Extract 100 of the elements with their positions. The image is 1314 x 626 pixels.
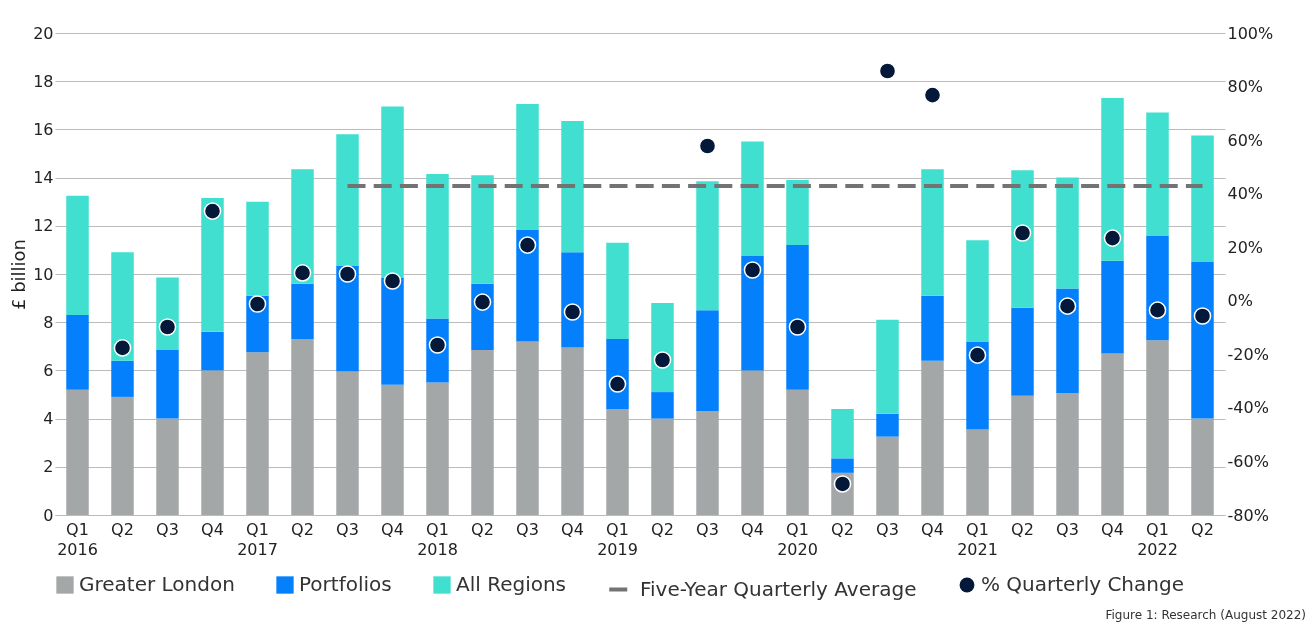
bar xyxy=(381,106,404,278)
x-tick-label: Q4 xyxy=(201,519,224,539)
y-tick-label: 0 xyxy=(43,505,54,525)
bar xyxy=(471,175,494,284)
bar xyxy=(516,104,539,230)
bar xyxy=(741,370,764,515)
point xyxy=(383,272,402,290)
x-tick-label: Q4 xyxy=(1101,519,1124,539)
point xyxy=(1058,297,1077,315)
bar xyxy=(786,180,809,246)
bar xyxy=(291,283,314,340)
point xyxy=(1193,307,1212,325)
bar xyxy=(66,195,89,315)
bar xyxy=(876,413,899,437)
y-tick-label: 8 xyxy=(43,312,54,332)
x-tick-label: Q4 xyxy=(741,519,764,539)
x-tick-label: Q1 2017 xyxy=(237,519,278,559)
legend-label: Greater London xyxy=(79,572,235,596)
bar xyxy=(921,360,944,515)
x-tick-label: Q2 xyxy=(291,519,314,539)
point xyxy=(338,265,357,283)
bar xyxy=(516,341,539,515)
y2-tick-label: 0% xyxy=(1227,291,1253,311)
bar xyxy=(606,408,629,515)
point xyxy=(563,303,582,321)
point xyxy=(1103,229,1122,247)
bar xyxy=(111,360,134,397)
x-tick-label: Q1 2018 xyxy=(417,519,458,559)
bar xyxy=(786,245,809,390)
point xyxy=(878,62,897,80)
bar xyxy=(966,429,989,515)
y2-tick-label: 40% xyxy=(1227,184,1264,204)
y2-tick-label: 100% xyxy=(1227,23,1274,43)
bar xyxy=(201,370,224,515)
bar xyxy=(696,310,719,412)
bar xyxy=(1101,98,1124,261)
x-tick-label: Q4 xyxy=(921,519,944,539)
y-tick-label: 10 xyxy=(33,264,54,284)
bar xyxy=(921,295,944,361)
bar xyxy=(291,339,314,515)
point xyxy=(788,318,807,336)
bar xyxy=(1011,170,1034,308)
bar xyxy=(516,229,539,342)
x-tick-label: Q3 xyxy=(336,519,359,539)
bar xyxy=(336,134,359,266)
bar xyxy=(606,242,629,340)
bar xyxy=(1011,307,1034,396)
x-tick-label: Q2 xyxy=(1191,519,1214,539)
x-tick-label: Q1 2021 xyxy=(957,519,998,559)
y-tick-label: 18 xyxy=(33,71,54,91)
point xyxy=(653,351,672,369)
bar xyxy=(921,169,944,296)
x-tick-label: Q3 xyxy=(876,519,899,539)
bar xyxy=(1056,288,1079,394)
y-tick-label: 2 xyxy=(43,457,54,477)
x-tick-label: Q3 xyxy=(696,519,719,539)
bar xyxy=(1191,418,1214,515)
bar xyxy=(381,384,404,515)
bar xyxy=(66,314,89,390)
x-tick-label: Q2 xyxy=(651,519,674,539)
y2-tick-label: 80% xyxy=(1227,77,1264,97)
point xyxy=(698,137,717,155)
bar xyxy=(381,277,404,385)
bar xyxy=(786,389,809,515)
x-tick-label: Q2 xyxy=(111,519,134,539)
bar xyxy=(1011,395,1034,515)
bar xyxy=(471,349,494,515)
bar xyxy=(696,411,719,515)
y2-tick-label: -80% xyxy=(1227,505,1269,525)
y-tick-label: 12 xyxy=(33,216,54,236)
bar xyxy=(1146,112,1169,236)
x-tick-label: Q3 xyxy=(156,519,179,539)
bar xyxy=(831,408,854,459)
bar xyxy=(1101,353,1124,515)
point xyxy=(473,293,492,311)
bar xyxy=(831,458,854,473)
y-tick-label: 16 xyxy=(33,119,54,139)
x-tick-label: Q3 xyxy=(516,519,539,539)
point xyxy=(293,264,312,282)
legend-label: % Quarterly Change xyxy=(981,572,1184,596)
x-tick-label: Q1 2022 xyxy=(1137,519,1178,559)
bar xyxy=(966,240,989,342)
bar xyxy=(246,352,269,515)
legend-label: Five-Year Quarterly Average xyxy=(640,576,917,601)
point xyxy=(248,295,267,313)
x-tick-label: Q2 xyxy=(471,519,494,539)
bar xyxy=(1191,135,1214,262)
legend-label: All Regions xyxy=(456,572,567,596)
point xyxy=(518,236,537,254)
bar xyxy=(1191,261,1214,419)
bar xyxy=(696,181,719,311)
bar xyxy=(156,418,179,515)
bar xyxy=(246,201,269,296)
point xyxy=(923,86,942,104)
bar xyxy=(741,255,764,371)
x-tick-label: Q2 xyxy=(1011,519,1034,539)
point xyxy=(1013,224,1032,242)
point xyxy=(158,318,177,336)
point xyxy=(743,261,762,279)
x-tick-label: Q4 xyxy=(561,519,584,539)
